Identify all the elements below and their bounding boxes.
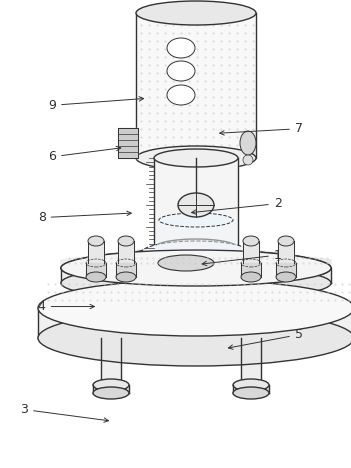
Polygon shape <box>93 385 129 393</box>
Polygon shape <box>154 158 238 248</box>
Ellipse shape <box>136 146 256 170</box>
Ellipse shape <box>278 236 294 246</box>
Ellipse shape <box>61 265 331 301</box>
Ellipse shape <box>154 149 238 167</box>
Ellipse shape <box>88 236 104 246</box>
Polygon shape <box>88 241 104 263</box>
Polygon shape <box>118 128 138 158</box>
Ellipse shape <box>141 241 251 265</box>
Polygon shape <box>118 241 134 263</box>
Ellipse shape <box>136 1 256 25</box>
Ellipse shape <box>93 379 129 391</box>
Text: 5: 5 <box>229 328 303 349</box>
Polygon shape <box>243 241 259 263</box>
Text: 2: 2 <box>192 197 282 214</box>
Text: 7: 7 <box>220 122 303 135</box>
Polygon shape <box>238 248 331 268</box>
Ellipse shape <box>116 272 136 282</box>
Ellipse shape <box>158 255 214 271</box>
Ellipse shape <box>240 131 256 155</box>
Ellipse shape <box>233 379 269 391</box>
Ellipse shape <box>86 272 106 282</box>
Ellipse shape <box>38 310 351 366</box>
Ellipse shape <box>61 250 331 286</box>
Text: 8: 8 <box>38 211 131 224</box>
Polygon shape <box>101 338 121 385</box>
Polygon shape <box>241 338 261 385</box>
Ellipse shape <box>167 85 195 105</box>
Ellipse shape <box>243 236 259 246</box>
Ellipse shape <box>167 61 195 81</box>
Polygon shape <box>61 268 331 283</box>
Ellipse shape <box>233 387 269 399</box>
Text: 9: 9 <box>48 97 144 112</box>
Ellipse shape <box>243 155 253 165</box>
Ellipse shape <box>159 213 233 227</box>
Polygon shape <box>38 308 351 338</box>
Polygon shape <box>241 263 261 277</box>
Polygon shape <box>278 241 294 263</box>
Text: 4: 4 <box>38 300 94 313</box>
Polygon shape <box>86 263 106 277</box>
Polygon shape <box>61 248 154 268</box>
Ellipse shape <box>61 250 331 286</box>
Ellipse shape <box>276 272 296 282</box>
Ellipse shape <box>154 239 238 257</box>
Ellipse shape <box>241 272 261 282</box>
Polygon shape <box>276 263 296 277</box>
Ellipse shape <box>38 280 351 336</box>
Text: 3: 3 <box>20 403 108 422</box>
Text: 1: 1 <box>202 249 282 266</box>
Ellipse shape <box>118 236 134 246</box>
Ellipse shape <box>178 193 214 217</box>
Ellipse shape <box>167 38 195 58</box>
Ellipse shape <box>93 387 129 399</box>
Text: 6: 6 <box>48 146 121 163</box>
Polygon shape <box>116 263 136 277</box>
Polygon shape <box>157 220 235 248</box>
Polygon shape <box>233 385 269 393</box>
Polygon shape <box>136 13 256 158</box>
